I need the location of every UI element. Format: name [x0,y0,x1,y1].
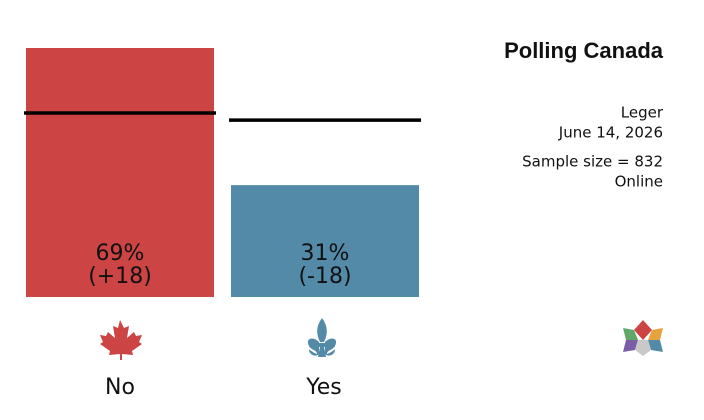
change-label: (-18) [298,264,351,289]
sample-size: Sample size = 832 [522,153,663,171]
category-label: No [105,375,135,400]
bar [231,185,419,297]
bar [26,48,214,297]
chart-title: Polling Canada [504,38,664,63]
method: Online [615,173,663,191]
change-label: (+18) [88,264,152,289]
date: June 14, 2026 [558,124,663,142]
logo-icon [623,320,663,356]
fleur-de-lis-icon [307,318,337,357]
value-label: 69% [96,241,145,266]
maple-leaf-icon [100,320,142,360]
value-label: 31% [301,241,350,266]
category-label: Yes [305,375,342,400]
pollster: Leger [621,104,664,122]
